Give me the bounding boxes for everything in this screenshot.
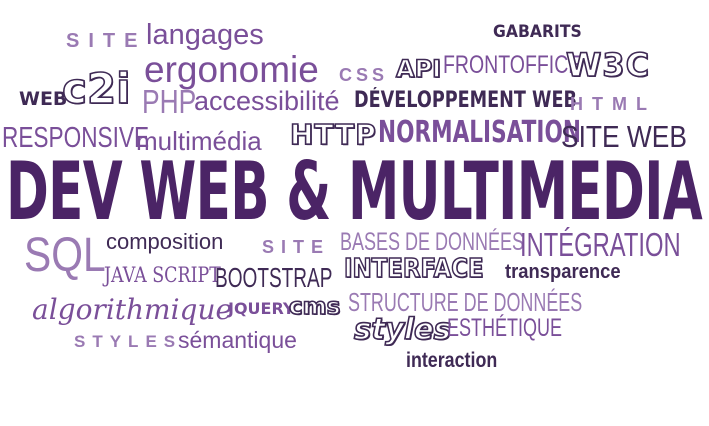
word-jquery: JQUERY [228,299,295,318]
word-sql: SQL [24,229,106,282]
word-http: HTTP [289,118,377,151]
word-transparence: transparence [505,261,621,283]
word-semantique: sémantique [178,327,297,353]
word-composition: composition [106,229,224,254]
word-integration: INTÉGRATION [520,226,681,263]
word-structure-de-donnees: STRUCTURE DE DONNÉES [348,287,583,317]
word-accessibilite: accessibilité [194,86,340,116]
word-site-top: SITE [66,30,147,52]
word-css: CSS [339,65,389,85]
word-langages: langages [146,19,264,51]
word-interface: INTERFACE [343,254,484,284]
word-api: API [395,55,442,83]
word-ergonomie: ergonomie [144,49,319,90]
word-bases-de-donnees: BASES DE DONNÉES [340,228,525,256]
word-multimedia: multimédia [136,126,262,156]
word-site-middle: SITE [262,237,331,257]
word-html: HTML [570,94,656,114]
word-web: WEB [19,88,68,110]
headline: DEV WEB & MULTIMEDIA [6,145,703,238]
word-php: PHP [142,83,197,120]
word-normalisation: NORMALISATION [378,115,581,150]
word-styles-lower: styles [353,312,452,346]
word-developpement-web: DÉVELOPPEMENT WEB [354,88,577,113]
word-c2i: c2i [61,64,131,113]
word-esthetique: ESTHÉTIQUE [447,314,563,342]
word-bootstrap: BOOTSTRAP [215,262,333,293]
word-w3c: W3C [565,46,651,84]
word-frontoffice: FRONTOFFICE [443,51,582,79]
word-responsive: RESPONSIVE [2,122,150,154]
word-algorithmique: algorithmique [32,293,233,326]
word-site-web: SITE WEB [561,119,687,154]
word-interaction: interaction [406,349,498,372]
word-styles-upper: STYLES [74,332,183,351]
word-java-script: JAVA SCRIPT [104,263,221,287]
word-gabarits: GABARITS [493,22,582,42]
word-cms: cms [288,294,341,320]
